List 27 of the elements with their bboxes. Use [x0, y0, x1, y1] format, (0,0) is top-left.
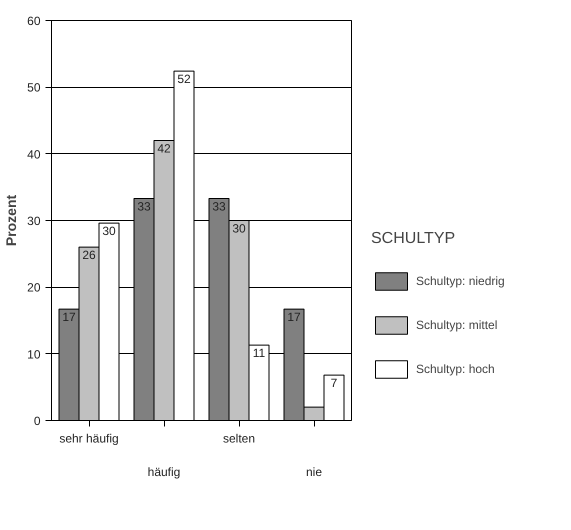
y-axis-title: Prozent — [3, 194, 20, 246]
y-tick-label: 60 — [27, 14, 41, 28]
legend-label: Schultyp: hoch — [416, 362, 495, 376]
data-label: 33 — [137, 200, 151, 214]
data-label: 30 — [232, 222, 246, 236]
data-label: 42 — [157, 142, 171, 156]
x-tick-label: sehr häufig — [59, 432, 119, 446]
y-tick-label: 10 — [27, 347, 41, 362]
data-label: 7 — [330, 376, 338, 390]
x-tick-label: nie — [306, 465, 322, 480]
legend-title: SCHULTYP — [371, 230, 456, 248]
data-label: 26 — [82, 248, 96, 262]
legend-label: Schultyp: mittel — [416, 318, 498, 332]
legend-label: Schultyp: niedrig — [416, 274, 505, 288]
y-tick-label: 20 — [27, 280, 41, 295]
y-tick-label: 0 — [34, 414, 41, 428]
y-tick-label: 50 — [27, 80, 41, 95]
data-label: 52 — [177, 72, 191, 86]
x-tick-label: selten — [222, 432, 256, 446]
y-tick-label: 30 — [27, 214, 41, 228]
x-tick-label: häufig — [148, 465, 180, 480]
data-label: 17 — [62, 310, 76, 324]
data-label: 17 — [287, 310, 301, 324]
y-tick-label: 40 — [27, 147, 41, 162]
data-label: 11 — [252, 346, 266, 360]
data-label: 33 — [212, 200, 226, 214]
data-label: 30 — [102, 224, 116, 238]
